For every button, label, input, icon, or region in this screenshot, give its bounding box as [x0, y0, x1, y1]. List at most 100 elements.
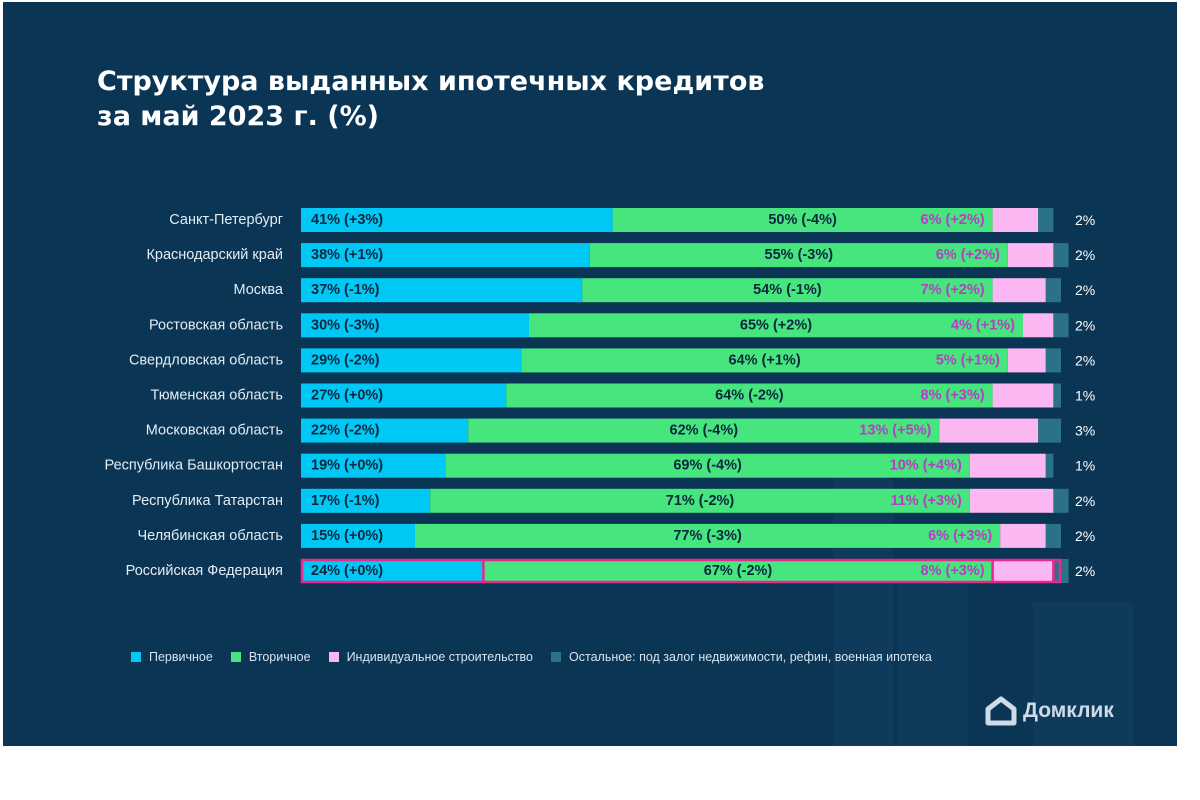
bar-segment [529, 313, 1023, 338]
data-label: 2% [1075, 247, 1095, 263]
data-label: 1% [1075, 458, 1095, 474]
highlight-outline [300, 558, 1062, 584]
bar-segment [1038, 418, 1061, 443]
bar-segment [301, 523, 415, 548]
bar-segment [1053, 313, 1069, 338]
data-label: 77% (-3%) [673, 528, 742, 544]
legend-item: Остальное: под залог недвижимости, рефин… [551, 650, 932, 664]
data-label: 22% (-2%) [311, 423, 380, 439]
category-label: Российская Федерация [126, 563, 283, 579]
data-label: 15% (+0%) [311, 528, 383, 544]
bar-segment [969, 488, 1054, 513]
chart-legend: Первичное Вторичное Индивидуальное строите… [131, 650, 950, 664]
bar-segment [992, 208, 1039, 232]
data-label: 8% (+3%) [921, 563, 985, 579]
data-label: 3% [1075, 423, 1095, 439]
category-label: Краснодарский край [146, 247, 283, 263]
domclick-logo: Домклик [985, 696, 1114, 726]
legend-swatch [230, 652, 241, 662]
bar-segment [1045, 453, 1054, 478]
bar-segment [301, 313, 529, 338]
legend-item: Вторичное [230, 650, 311, 664]
bar-segment [589, 243, 1008, 268]
data-label: 71% (-2%) [666, 493, 735, 509]
bar-segment [430, 488, 970, 513]
data-label: 2% [1075, 352, 1095, 368]
bar-segment [301, 348, 522, 373]
data-label: 2% [1075, 317, 1095, 333]
legend-swatch [328, 652, 339, 662]
data-label: 2% [1075, 563, 1095, 579]
bar-segment [969, 453, 1046, 478]
category-label: Тюменская область [150, 388, 283, 404]
bar-segment [992, 559, 1054, 583]
stacked-bar-chart: Санкт-Петербург 41% (+3%) 50% (-4%) 6% (+2%… [105, 208, 1095, 584]
bar-segment [521, 348, 1008, 373]
data-label: 1% [1075, 388, 1095, 404]
data-label: 65% (+2%) [740, 317, 812, 333]
legend-label: Остальное: под залог недвижимости, рефин… [569, 650, 932, 664]
data-label: 30% (-3%) [311, 317, 380, 333]
data-label: 7% (+2%) [921, 282, 985, 298]
legend-item: Первичное [131, 650, 213, 664]
bar-segment [1045, 278, 1061, 303]
bar-segment [301, 453, 446, 478]
data-label: 6% (+2%) [921, 212, 985, 228]
bar-segment [301, 383, 507, 408]
category-label: Ростовская область [149, 317, 283, 333]
data-label: 54% (-1%) [753, 282, 822, 298]
bar-segment [1023, 313, 1054, 338]
bar-segment [1007, 243, 1054, 268]
bar-segment [1053, 383, 1061, 408]
data-label: 2% [1075, 282, 1095, 298]
data-label: 67% (-2%) [704, 563, 773, 579]
data-label: 29% (-2%) [311, 352, 380, 368]
data-label: 62% (-4%) [670, 423, 739, 439]
data-label: 64% (+1%) [729, 352, 801, 368]
data-label: 27% (+0%) [311, 388, 383, 404]
bar-segment [1045, 523, 1061, 548]
category-label: Свердловская область [129, 352, 283, 368]
bar-segment [301, 488, 431, 513]
bar-segment [939, 418, 1039, 443]
data-label: 69% (-4%) [673, 458, 742, 474]
legend-item: Индивидуальное строительство [328, 650, 534, 664]
legend-label: Индивидуальное строительство [346, 650, 534, 664]
data-label: 5% (+1%) [936, 352, 1000, 368]
data-label: 2% [1075, 528, 1095, 544]
bar-segment [301, 418, 469, 443]
bar-segment [301, 243, 590, 268]
data-label: 55% (-3%) [765, 247, 834, 263]
chart-title-line-2: за май 2023 г. (%) [97, 101, 379, 132]
legend-swatch [131, 652, 141, 662]
bar-segment [1045, 348, 1061, 373]
bar-segment [468, 418, 940, 443]
legend-label: Первичное [149, 650, 213, 664]
data-label: 2% [1075, 493, 1095, 509]
category-label: Республика Башкортостан [105, 458, 283, 474]
data-label: 38% (+1%) [311, 247, 383, 263]
data-label: 64% (-2%) [715, 388, 784, 404]
bar-segment [1053, 243, 1069, 268]
bar-segment [1038, 208, 1054, 232]
data-label: 17% (-1%) [311, 493, 380, 509]
chart-title: Структура выданных ипотечных кредитов за… [97, 64, 857, 134]
bar-segment [582, 278, 993, 303]
background-decoration [1033, 602, 1133, 746]
data-label: 24% (+0%) [311, 563, 383, 579]
domclick-house-icon [985, 696, 1017, 726]
bar-segment [301, 559, 484, 583]
category-label: Москва [233, 282, 283, 298]
legend-label: Вторичное [248, 650, 311, 664]
bar-segment [992, 383, 1054, 408]
bar-segment [1007, 348, 1046, 373]
background-decoration [833, 472, 893, 746]
bar-segment [506, 383, 993, 408]
data-label: 6% (+2%) [936, 247, 1000, 263]
bar-segment [301, 278, 583, 303]
bar-segment [445, 453, 970, 478]
category-label: Челябинская область [137, 528, 283, 544]
bar-segment [612, 208, 993, 232]
chart-slide: Структура выданных ипотечных кредитов за… [3, 2, 1177, 746]
data-label: 10% (+4%) [890, 458, 962, 474]
